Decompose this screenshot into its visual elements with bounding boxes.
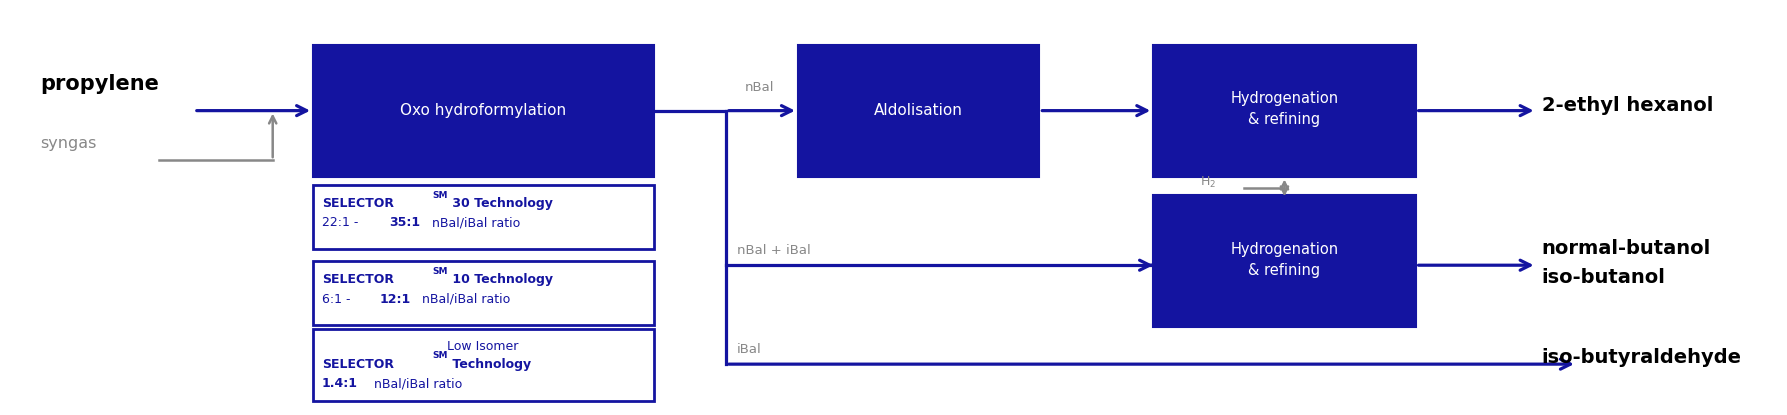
Text: H$_2$: H$_2$	[1201, 175, 1217, 190]
Text: SELECTOR: SELECTOR	[322, 273, 393, 286]
Text: Hydrogenation
& refining: Hydrogenation & refining	[1231, 242, 1338, 278]
FancyBboxPatch shape	[313, 329, 654, 401]
Text: iBal: iBal	[736, 343, 761, 356]
Text: 1.4:1: 1.4:1	[322, 377, 357, 390]
FancyBboxPatch shape	[1153, 195, 1415, 327]
Text: normal-butanol: normal-butanol	[1542, 239, 1710, 258]
Text: 12:1: 12:1	[379, 293, 411, 305]
Text: 2-ethyl hexanol: 2-ethyl hexanol	[1542, 96, 1714, 115]
Text: Technology: Technology	[449, 358, 531, 371]
Text: nBal/iBal ratio: nBal/iBal ratio	[418, 293, 511, 305]
Text: SM: SM	[432, 267, 447, 276]
FancyBboxPatch shape	[797, 45, 1040, 177]
Text: 22:1 -: 22:1 -	[322, 216, 363, 229]
Text: 10 Technology: 10 Technology	[449, 273, 552, 286]
Text: Hydrogenation
& refining: Hydrogenation & refining	[1231, 90, 1338, 127]
Text: SELECTOR: SELECTOR	[322, 197, 393, 210]
Text: 30 Technology: 30 Technology	[449, 197, 552, 210]
Text: nBal + iBal: nBal + iBal	[736, 244, 810, 257]
Text: nBal/iBal ratio: nBal/iBal ratio	[427, 216, 520, 229]
Text: nBal/iBal ratio: nBal/iBal ratio	[370, 377, 463, 390]
Text: Low Isomer: Low Isomer	[447, 340, 518, 353]
Text: propylene: propylene	[39, 74, 159, 94]
Text: SM: SM	[432, 352, 447, 360]
FancyBboxPatch shape	[1153, 45, 1415, 177]
Text: SM: SM	[432, 190, 447, 200]
Text: Aldolisation: Aldolisation	[874, 103, 963, 118]
Text: Oxo hydroformylation: Oxo hydroformylation	[400, 103, 566, 118]
Text: nBal: nBal	[745, 81, 774, 94]
Text: iso-butyraldehyde: iso-butyraldehyde	[1542, 349, 1742, 367]
FancyBboxPatch shape	[313, 45, 654, 177]
Text: SELECTOR: SELECTOR	[322, 358, 393, 371]
Text: 35:1: 35:1	[390, 216, 420, 229]
FancyBboxPatch shape	[313, 185, 654, 249]
Text: 6:1 -: 6:1 -	[322, 293, 354, 305]
FancyBboxPatch shape	[313, 261, 654, 325]
Text: syngas: syngas	[39, 136, 96, 151]
Text: iso-butanol: iso-butanol	[1542, 268, 1665, 287]
